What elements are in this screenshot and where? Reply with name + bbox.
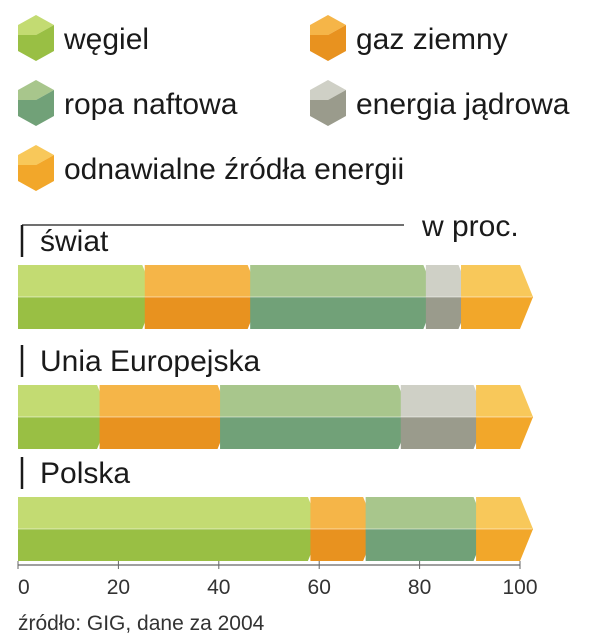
x-axis: 0 20 40 60 80 100	[17, 561, 538, 599]
bar-segment-odnawialne-zrodla-energii	[461, 265, 533, 329]
bar-segment-energia-jadrowa	[425, 265, 472, 329]
bar-segment-odnawialne-zrodla-energii	[476, 497, 533, 561]
source-label: źródło: GIG, dane za 2004	[18, 612, 265, 635]
legend-swatch-icon	[310, 80, 346, 126]
unit-label: w proc.	[421, 210, 519, 243]
bar-row-polska: Polska	[18, 457, 533, 561]
legend-swatch-icon	[18, 145, 54, 191]
region-label: Polska	[40, 457, 130, 490]
bar-segment-wegiel	[18, 385, 111, 449]
tick-label: 40	[207, 576, 230, 599]
bar-row-swiat: świat	[18, 224, 533, 329]
legend-swatch-icon	[18, 80, 54, 126]
legend: węgiel gaz ziemny ropa naftowa energia jądr…	[18, 15, 570, 191]
bar-segment-gaz-ziemny	[99, 385, 231, 449]
bar-segment-ropa-naftowa	[220, 385, 412, 449]
tick-label: 0	[18, 576, 30, 599]
legend-label: ropa naftowa	[64, 88, 238, 121]
tick-label: 60	[308, 576, 331, 599]
legend-item-odnawialne-zrodla-energii: odnawialne źródła energii	[18, 145, 404, 191]
tick-label: 20	[107, 576, 130, 599]
bars: świat Unia Europejska Polska	[18, 224, 533, 561]
bar-row-unia-europejska: Unia Europejska	[18, 345, 533, 449]
legend-item-wegiel: węgiel	[18, 15, 149, 61]
bar-segment-ropa-naftowa	[250, 265, 437, 329]
bar-segment-gaz-ziemny	[144, 265, 261, 329]
legend-label: gaz ziemny	[356, 23, 508, 56]
legend-swatch-icon	[18, 15, 54, 61]
legend-label: węgiel	[63, 23, 149, 56]
tick-label: 80	[408, 576, 431, 599]
legend-item-ropa-naftowa: ropa naftowa	[18, 80, 238, 126]
region-label: Unia Europejska	[40, 345, 260, 378]
bar-segment-gaz-ziemny	[310, 497, 377, 561]
region-label: świat	[40, 225, 109, 258]
legend-label: energia jądrowa	[356, 88, 570, 121]
bar-segment-wegiel	[18, 265, 156, 329]
tick-label: 100	[502, 576, 537, 599]
legend-label: odnawialne źródła energii	[64, 153, 404, 186]
legend-item-gaz-ziemny: gaz ziemny	[310, 15, 508, 61]
bar-segment-odnawialne-zrodla-energii	[476, 385, 533, 449]
bar-segment-ropa-naftowa	[365, 497, 487, 561]
bar-segment-energia-jadrowa	[400, 385, 487, 449]
legend-item-energia-jadrowa: energia jądrowa	[310, 80, 570, 126]
bar-segment-wegiel	[18, 497, 321, 561]
legend-swatch-icon	[310, 15, 346, 61]
